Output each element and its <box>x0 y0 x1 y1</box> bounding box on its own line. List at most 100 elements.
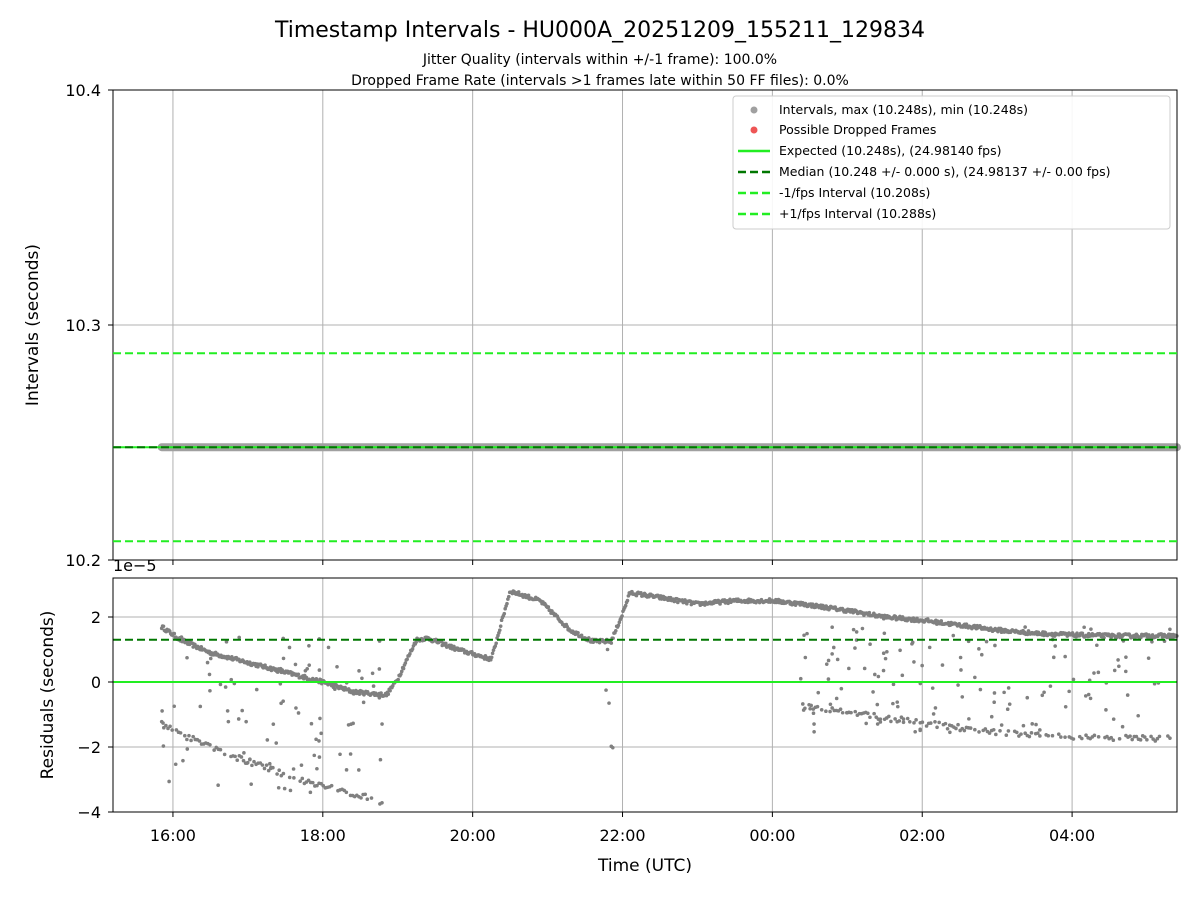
residual-point <box>452 644 456 649</box>
legend: Intervals, max (10.248s), min (10.248s) … <box>732 95 1171 230</box>
residual-point <box>1080 631 1085 636</box>
residual-point-outlier <box>1136 713 1140 718</box>
residual-point-outlier <box>208 688 212 693</box>
residual-point-outlier <box>1104 708 1108 712</box>
residual-point-lower <box>189 738 193 743</box>
residual-point-lower <box>212 748 216 752</box>
residual-point-outlier <box>1048 684 1053 688</box>
residual-point-outlier <box>309 721 314 726</box>
residual-point-lower <box>849 710 853 715</box>
residual-point-outlier <box>816 690 821 695</box>
residual-point-outlier <box>370 671 375 676</box>
residual-point <box>399 672 403 676</box>
residual-point-lower <box>887 714 891 719</box>
residual-point-lower <box>1038 734 1042 738</box>
residual-point <box>499 618 504 623</box>
residual-point-lower <box>222 752 227 757</box>
residual-point-lower <box>178 731 183 735</box>
residual-point-outlier <box>1168 627 1172 632</box>
residual-point-outlier <box>885 649 889 654</box>
residual-point-lower <box>889 719 893 724</box>
residual-point-outlier <box>951 633 956 638</box>
residual-point-lower <box>914 718 918 722</box>
residual-point-outlier <box>802 633 806 638</box>
residual-point-outlier <box>933 706 938 710</box>
residual-point-outlier <box>1065 634 1070 638</box>
residual-point <box>444 641 448 646</box>
residual-point-outlier <box>1124 655 1128 659</box>
residual-point-outlier <box>977 647 981 651</box>
residual-point-lower <box>1046 733 1051 738</box>
residual-point-outlier <box>826 658 831 663</box>
residual-point-outlier <box>361 700 366 705</box>
residual-point-outlier <box>1150 639 1154 644</box>
residual-point-lower <box>908 720 912 724</box>
residual-point-outlier <box>357 669 361 673</box>
bottom-x-tick-label: 20:00 <box>450 826 496 845</box>
residual-point-outlier <box>1092 671 1096 675</box>
residual-point-outlier <box>1019 630 1024 635</box>
top-y-tick-label: 10.4 <box>65 81 101 100</box>
legend-dropped-marker <box>750 126 758 134</box>
residual-point-lower <box>801 702 805 706</box>
residual-point-lower <box>369 796 374 800</box>
residual-point-outlier <box>956 683 960 687</box>
residual-point <box>490 651 495 656</box>
residual-point-lower <box>185 737 189 742</box>
residual-point <box>576 630 580 635</box>
legend-minus-label: -1/fps Interval (10.208s) <box>779 185 930 200</box>
residual-point-outlier <box>834 696 839 701</box>
residual-point-outlier <box>883 656 888 661</box>
residual-point-outlier <box>881 668 886 673</box>
residual-point <box>1102 635 1106 640</box>
residual-point-lower <box>197 739 202 743</box>
residual-point-outlier <box>312 753 317 758</box>
residual-point-outlier <box>377 667 382 671</box>
residual-point-outlier <box>282 786 287 791</box>
residual-point-outlier <box>1125 693 1130 697</box>
residual-point-outlier <box>161 744 166 748</box>
residual-point-outlier <box>296 711 301 715</box>
residual-point-lower <box>983 727 988 731</box>
residual-point-outlier <box>1120 724 1125 729</box>
residual-point-lower <box>853 709 858 714</box>
residual-point-outlier <box>1086 692 1091 697</box>
legend-expected-label: Expected (10.248s), (24.98140 fps) <box>779 143 1001 158</box>
residual-point-lower <box>1019 732 1023 736</box>
residual-point-outlier <box>1034 722 1038 727</box>
residual-point <box>503 606 507 611</box>
residual-point-outlier <box>931 712 936 716</box>
residual-point-lower <box>168 724 172 729</box>
bottom-x-tick-label: 16:00 <box>150 826 196 845</box>
residual-point-outlier <box>287 645 292 650</box>
residual-point-outlier <box>1040 693 1045 698</box>
residual-point-outlier <box>360 676 364 681</box>
residual-point-lower <box>962 728 967 733</box>
residual-point-lower <box>840 710 845 715</box>
residual-point-outlier <box>930 686 935 690</box>
residual-point-lower <box>1153 739 1158 743</box>
residual-point-lower <box>315 783 319 788</box>
residual-point-lower <box>1084 733 1088 738</box>
residual-point-lower <box>838 707 843 711</box>
residual-point-outlier <box>973 675 977 680</box>
residual-point-lower <box>329 783 334 788</box>
residual-point-lower <box>912 721 916 725</box>
bottom-plot-residual-points <box>159 589 1179 806</box>
residual-point <box>410 647 415 651</box>
residual-point-outlier <box>218 682 223 687</box>
residual-point-outlier <box>830 625 834 630</box>
residual-point <box>497 628 502 632</box>
residual-point-isolated <box>607 701 611 705</box>
residual-point-lower <box>937 720 941 725</box>
residual-point-lower <box>1063 735 1067 739</box>
residual-point <box>620 614 624 618</box>
residual-point-outlier <box>173 762 178 767</box>
residual-point-outlier <box>831 645 836 650</box>
residual-point-outlier <box>208 656 213 661</box>
residual-point-lower <box>218 747 223 752</box>
residual-point-lower <box>933 719 937 724</box>
residual-point-lower <box>866 711 870 716</box>
residual-point <box>609 641 614 645</box>
residual-point-outlier <box>1117 664 1121 669</box>
